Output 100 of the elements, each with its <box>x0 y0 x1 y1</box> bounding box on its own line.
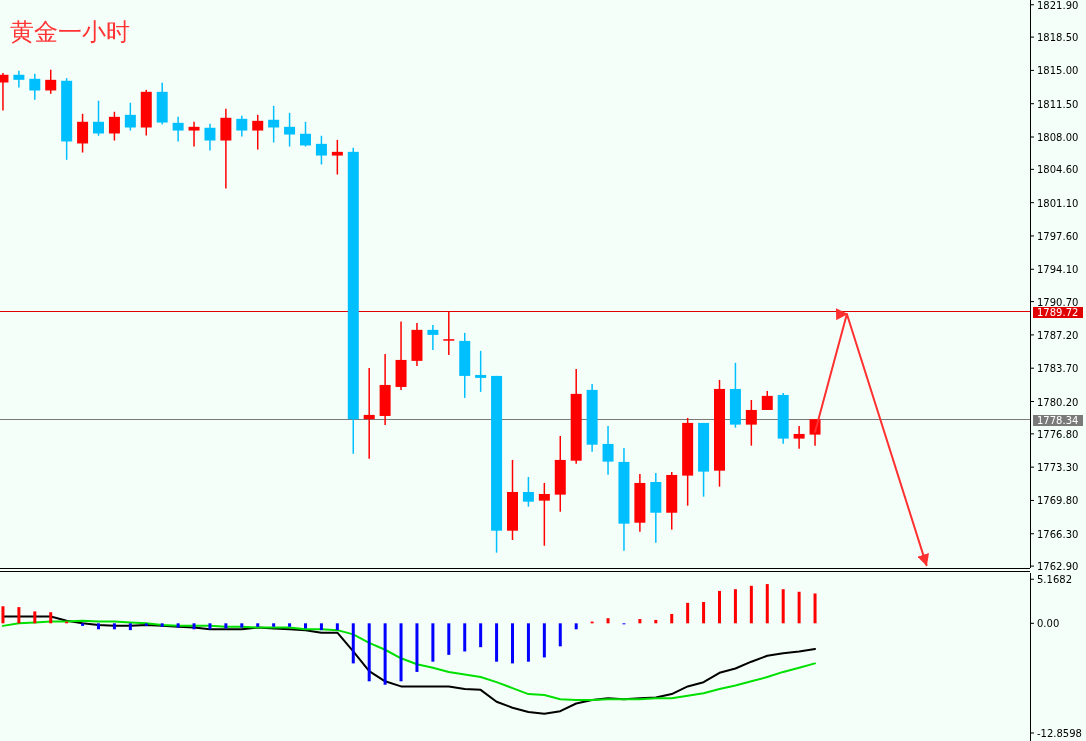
bar <box>495 623 499 662</box>
candlestick <box>29 73 41 101</box>
line-series <box>1 615 817 715</box>
candlestick <box>745 399 757 447</box>
bar <box>526 623 530 662</box>
y-tick-label: -12.8598 <box>1037 727 1082 739</box>
candlestick <box>77 113 89 154</box>
y-tick-label: 1787.20 <box>1037 329 1079 341</box>
y-tick-label: 1783.70 <box>1037 363 1079 375</box>
y-tick-label: 0.00 <box>1037 618 1060 630</box>
bar <box>192 623 196 630</box>
candlestick <box>204 123 216 152</box>
bar <box>638 619 642 624</box>
y-tick-label: 1776.80 <box>1037 428 1079 440</box>
bar <box>749 585 753 624</box>
bar <box>431 623 435 662</box>
y-tick-label: 1821.90 <box>1037 0 1079 11</box>
line-series <box>1 619 817 702</box>
bar <box>415 623 419 672</box>
bar <box>97 623 100 630</box>
y-tick-label: 1790.70 <box>1037 296 1079 308</box>
bar <box>81 623 85 626</box>
bar <box>288 623 292 627</box>
bar <box>17 607 21 624</box>
candlestick <box>761 390 773 411</box>
y-tick-label: 5.1682 <box>1037 574 1072 586</box>
bar <box>781 589 785 624</box>
bar <box>399 623 403 682</box>
candlestick <box>93 100 104 137</box>
candlestick <box>220 108 232 190</box>
y-tick-label: 1773.30 <box>1037 462 1079 474</box>
text: 黄金一小时 <box>10 18 130 46</box>
bar <box>606 618 610 624</box>
candlestick <box>443 310 455 356</box>
bar <box>718 590 721 624</box>
bar <box>797 591 801 624</box>
y-tick-label: 1780.20 <box>1037 396 1079 408</box>
candlestick <box>427 324 439 351</box>
y-tick-label: 1794.10 <box>1037 264 1079 276</box>
bar <box>304 623 307 629</box>
bar <box>319 623 323 631</box>
bar <box>367 623 371 682</box>
bar <box>463 623 467 652</box>
bar <box>272 623 276 627</box>
candlestick <box>475 350 487 393</box>
y-tick-label: 1769.80 <box>1037 495 1079 507</box>
bar <box>383 623 387 685</box>
bar <box>335 623 339 631</box>
bar <box>654 619 658 624</box>
candlestick <box>522 476 534 508</box>
candlestick <box>793 425 805 450</box>
bar <box>542 623 546 658</box>
bar <box>765 584 769 624</box>
bar <box>224 623 228 629</box>
bar <box>112 623 116 630</box>
bar <box>1 606 5 624</box>
y-tick-label: 1811.50 <box>1037 98 1079 110</box>
bar <box>144 623 148 626</box>
candlestick <box>538 482 550 547</box>
candlestick <box>124 102 136 132</box>
ref-line-label: 1778.34 <box>1037 414 1079 426</box>
candlestick <box>363 367 375 460</box>
candlestick <box>188 121 200 148</box>
bar <box>240 623 244 628</box>
bar <box>160 623 164 627</box>
candlestick <box>331 139 343 176</box>
bar <box>256 623 260 627</box>
bar <box>511 623 514 664</box>
y-tick-label: 1762.90 <box>1037 561 1079 573</box>
candlestick <box>315 135 327 166</box>
candlestick <box>602 425 614 476</box>
bar <box>702 602 706 624</box>
bar <box>686 602 690 624</box>
y-tick-label: 1815.00 <box>1037 65 1079 77</box>
bar <box>208 623 212 630</box>
candlestick <box>45 68 57 95</box>
bar <box>479 623 483 648</box>
bar <box>447 623 451 655</box>
candlestick <box>172 116 184 143</box>
candlestick <box>268 105 280 144</box>
bar <box>558 623 562 647</box>
candlestick <box>13 70 25 89</box>
y-tick-label: 1801.10 <box>1037 197 1079 209</box>
candlestick <box>108 111 120 142</box>
y-tick-label: 1797.60 <box>1037 230 1079 242</box>
bar <box>733 589 737 624</box>
bar <box>49 612 53 624</box>
bar <box>128 623 132 631</box>
candlestick <box>236 115 248 138</box>
bar <box>351 623 355 664</box>
bar <box>670 613 674 624</box>
y-tick-label: 1818.50 <box>1037 32 1079 44</box>
bar <box>33 611 37 624</box>
y-tick-label: 1804.60 <box>1037 164 1079 176</box>
candlestick <box>284 112 296 148</box>
bar <box>176 623 180 628</box>
bar <box>813 593 817 624</box>
y-tick-label: 1766.30 <box>1037 528 1079 540</box>
candlestick <box>300 121 311 148</box>
bar <box>574 623 578 630</box>
